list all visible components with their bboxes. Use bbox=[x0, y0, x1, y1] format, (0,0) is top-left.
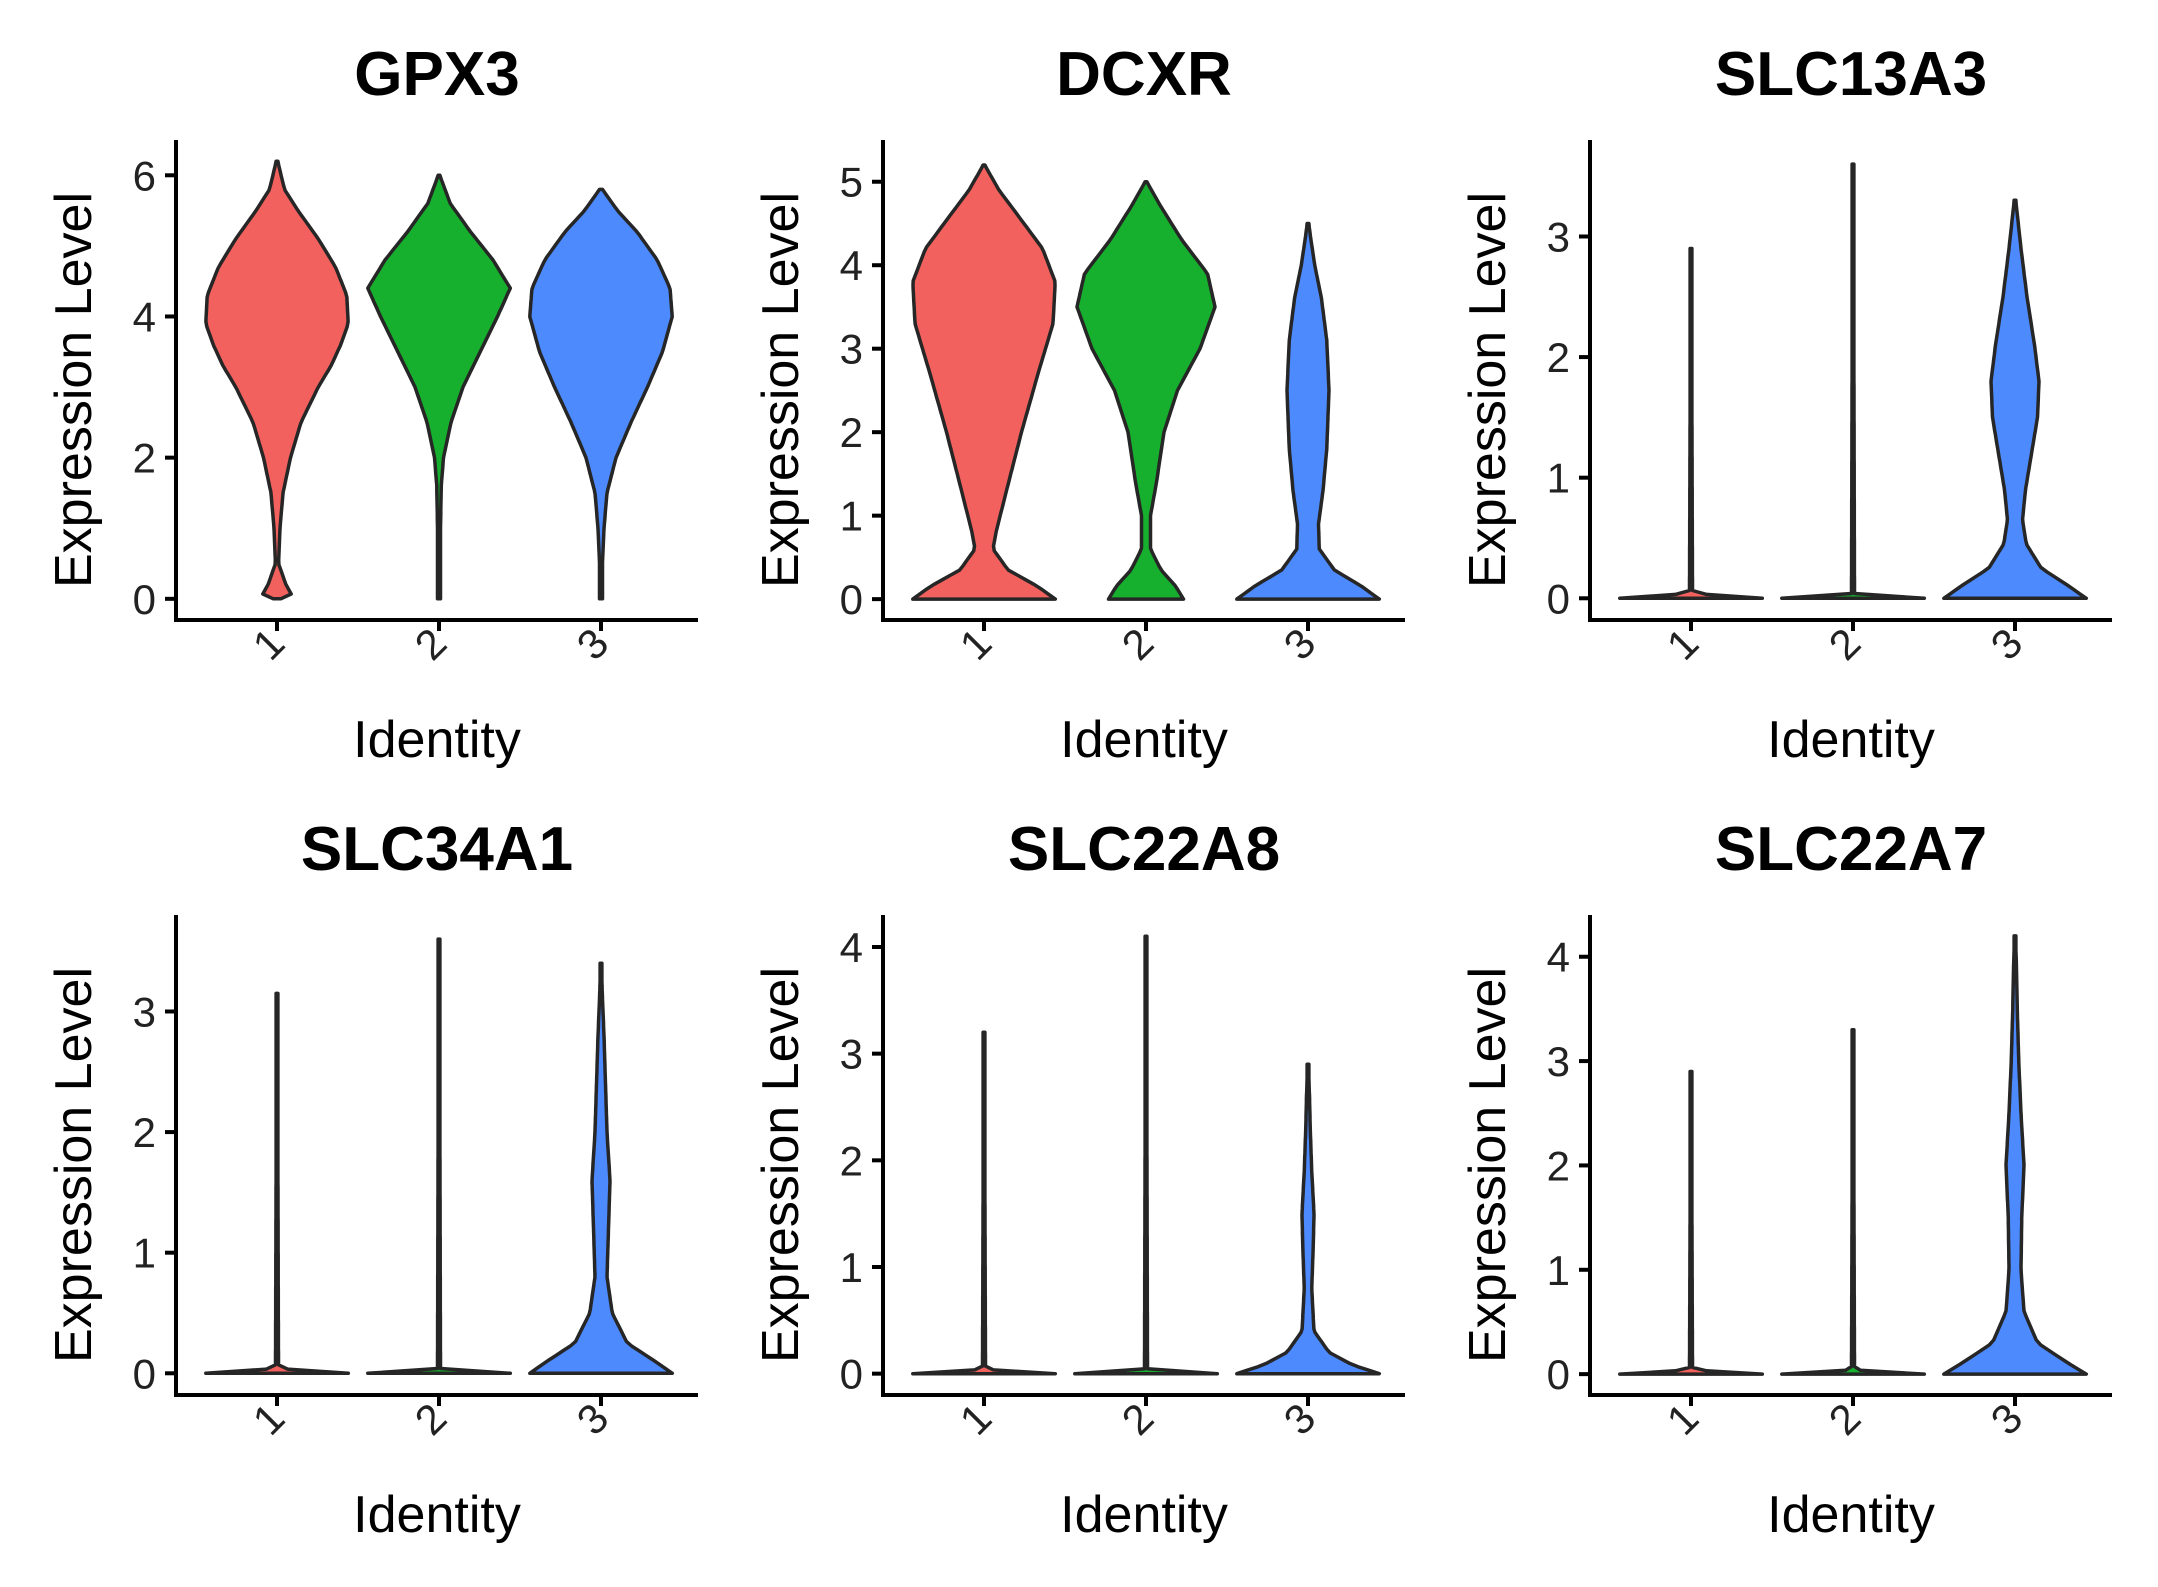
violin-panel-slc34a1: SLC34A1 0 1 2 3 1 2 3 Identity Expression Level bbox=[45, 815, 698, 1544]
x-tick-label: 3 bbox=[1275, 1394, 1325, 1444]
violin-cluster-3 bbox=[1942, 934, 2089, 1376]
y-tick-label: 0 bbox=[133, 576, 156, 623]
panel-title: SLC22A7 bbox=[1715, 815, 1987, 884]
violin-cluster-2 bbox=[1780, 162, 1927, 601]
y-tick-label: 0 bbox=[133, 1350, 156, 1397]
violin-cluster-2 bbox=[366, 173, 513, 601]
y-tick-label: 1 bbox=[1547, 1247, 1570, 1294]
panel-title: SLC34A1 bbox=[301, 815, 573, 884]
violin-cluster-1 bbox=[911, 1030, 1058, 1376]
x-tick-label: 1 bbox=[244, 1394, 294, 1444]
x-tick-label: 3 bbox=[568, 619, 618, 669]
violin-cluster-1 bbox=[1618, 246, 1765, 601]
violin-panel-dcxr: DCXR 0 1 2 3 4 5 1 2 3 Identity Expression Level bbox=[752, 40, 1405, 769]
y-tick-label: 4 bbox=[133, 293, 156, 340]
y-tick-label: 6 bbox=[133, 152, 156, 199]
y-axis-title: Expression Level bbox=[752, 192, 810, 588]
y-axis-title: Expression Level bbox=[1459, 192, 1517, 588]
y-tick-label: 2 bbox=[840, 409, 863, 456]
y-tick-label: 4 bbox=[840, 242, 863, 289]
violin-cluster-2 bbox=[366, 937, 513, 1376]
x-tick-label: 3 bbox=[1982, 619, 2032, 669]
violin-cluster-3 bbox=[1235, 221, 1382, 601]
y-tick-label: 3 bbox=[1547, 1038, 1570, 1085]
x-axis-title: Identity bbox=[1767, 711, 1935, 769]
y-axis-title: Expression Level bbox=[45, 192, 103, 588]
y-axis-title: Expression Level bbox=[1459, 967, 1517, 1363]
panel-title: DCXR bbox=[1056, 40, 1232, 109]
y-tick-label: 3 bbox=[840, 326, 863, 373]
x-axis-title: Identity bbox=[1767, 1486, 1935, 1544]
y-tick-label: 0 bbox=[1547, 1351, 1570, 1398]
y-tick-label: 3 bbox=[1547, 213, 1570, 260]
y-axis-title: Expression Level bbox=[752, 967, 810, 1363]
y-tick-label: 5 bbox=[840, 159, 863, 206]
y-tick-label: 0 bbox=[840, 576, 863, 623]
y-tick-label: 1 bbox=[840, 1244, 863, 1291]
x-tick-label: 3 bbox=[1982, 1394, 2032, 1444]
x-axis-title: Identity bbox=[353, 1486, 521, 1544]
y-tick-label: 2 bbox=[1547, 334, 1570, 381]
violin-cluster-3 bbox=[528, 187, 674, 601]
y-tick-label: 0 bbox=[840, 1351, 863, 1398]
y-tick-label: 1 bbox=[133, 1230, 156, 1277]
violin-cluster-2 bbox=[1075, 179, 1217, 601]
x-tick-label: 2 bbox=[1820, 619, 1870, 669]
x-tick-label: 3 bbox=[1275, 619, 1325, 669]
x-axis-title: Identity bbox=[353, 711, 521, 769]
y-tick-label: 2 bbox=[840, 1137, 863, 1184]
violin-cluster-3 bbox=[1942, 198, 2089, 601]
violin-panel-slc22a7: SLC22A7 0 1 2 3 4 1 2 3 Identity Expression Level bbox=[1459, 815, 2112, 1544]
violin-panel-slc22a8: SLC22A8 0 1 2 3 4 1 2 3 Identity Expression Level bbox=[752, 815, 1405, 1544]
y-tick-label: 2 bbox=[133, 1109, 156, 1156]
x-tick-label: 2 bbox=[1820, 1394, 1870, 1444]
violin-cluster-3 bbox=[1235, 1062, 1382, 1376]
violin-panel-slc13a3: SLC13A3 0 1 2 3 1 2 3 Identity Expression Level bbox=[1459, 40, 2112, 769]
y-axis-title: Expression Level bbox=[45, 967, 103, 1363]
panel-title: SLC22A8 bbox=[1008, 815, 1280, 884]
violin-panel-gpx3: GPX3 0 2 4 6 1 2 3 Identity Expression Level bbox=[45, 40, 698, 769]
y-tick-label: 2 bbox=[133, 435, 156, 482]
y-tick-label: 3 bbox=[133, 988, 156, 1035]
x-tick-label: 2 bbox=[406, 619, 456, 669]
violin-cluster-3 bbox=[528, 961, 675, 1376]
y-tick-label: 3 bbox=[840, 1031, 863, 1078]
x-tick-label: 2 bbox=[1113, 1394, 1163, 1444]
x-tick-label: 2 bbox=[406, 1394, 456, 1444]
y-tick-label: 1 bbox=[1547, 455, 1570, 502]
violin-cluster-2 bbox=[1073, 934, 1220, 1376]
y-tick-label: 1 bbox=[840, 493, 863, 540]
x-tick-label: 1 bbox=[1658, 619, 1708, 669]
violin-cluster-1 bbox=[911, 163, 1058, 601]
panel-title: SLC13A3 bbox=[1715, 40, 1987, 109]
x-tick-label: 1 bbox=[951, 619, 1001, 669]
x-axis-title: Identity bbox=[1060, 711, 1228, 769]
panel-title: GPX3 bbox=[354, 40, 519, 109]
x-tick-label: 1 bbox=[244, 619, 294, 669]
x-tick-label: 2 bbox=[1113, 619, 1163, 669]
x-axis-title: Identity bbox=[1060, 1486, 1228, 1544]
x-tick-label: 3 bbox=[568, 1394, 618, 1444]
violin-cluster-1 bbox=[204, 991, 351, 1376]
violin-cluster-2 bbox=[1780, 1028, 1927, 1376]
y-tick-label: 0 bbox=[1547, 575, 1570, 622]
x-tick-label: 1 bbox=[1658, 1394, 1708, 1444]
violin-cluster-1 bbox=[1618, 1069, 1765, 1376]
y-tick-label: 4 bbox=[1547, 934, 1570, 981]
y-tick-label: 2 bbox=[1547, 1142, 1570, 1189]
y-tick-label: 4 bbox=[840, 924, 863, 971]
x-tick-label: 1 bbox=[951, 1394, 1001, 1444]
violin-cluster-1 bbox=[204, 159, 350, 601]
